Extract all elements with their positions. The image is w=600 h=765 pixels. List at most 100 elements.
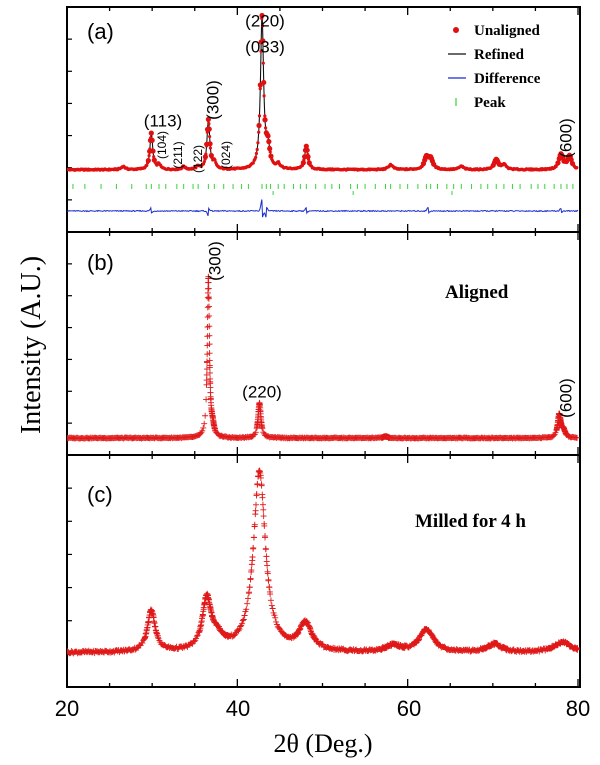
legend-refined-label: Refined xyxy=(474,47,525,63)
point-unaligned xyxy=(205,116,211,122)
point-plus xyxy=(200,424,207,431)
point-plus xyxy=(253,491,260,498)
point-plus xyxy=(295,630,302,637)
point-plus xyxy=(247,575,254,582)
point-plus xyxy=(257,474,264,481)
point-unaligned xyxy=(254,155,258,159)
point-plus xyxy=(241,612,248,619)
point-unaligned xyxy=(563,158,570,165)
point-unaligned xyxy=(256,122,262,129)
point-plus xyxy=(204,351,211,358)
point-plus xyxy=(203,377,210,384)
point-unaligned xyxy=(206,126,212,132)
peak-annotation: (211) xyxy=(171,141,185,168)
point-unaligned xyxy=(496,161,502,167)
point-plus xyxy=(259,494,266,501)
point-plus xyxy=(198,429,205,436)
point-plus xyxy=(198,619,205,626)
point-unaligned xyxy=(257,114,262,118)
point-plus xyxy=(196,627,203,634)
panel-a-label: (a) xyxy=(87,19,114,44)
series-difference xyxy=(67,199,579,218)
panel-a-plot xyxy=(67,12,579,218)
x-axis-title: 2θ (Deg.) xyxy=(273,729,372,758)
point-plus xyxy=(303,618,310,625)
point-plus xyxy=(552,429,559,436)
point-plus xyxy=(261,522,268,529)
point-plus xyxy=(239,617,246,624)
point-unaligned xyxy=(145,163,149,167)
panel-c-title: Milled for 4 h xyxy=(415,511,526,532)
point-plus xyxy=(269,605,276,612)
point-unaligned xyxy=(555,160,561,166)
point-unaligned xyxy=(559,152,565,158)
point-unaligned xyxy=(259,49,263,53)
point-plus xyxy=(268,602,275,609)
point-unaligned xyxy=(256,141,260,145)
point-plus xyxy=(206,332,213,339)
peak-annotation: (600) xyxy=(556,118,575,158)
point-plus xyxy=(207,606,214,613)
point-unaligned xyxy=(420,161,427,167)
point-plus xyxy=(297,626,304,633)
point-plus xyxy=(244,595,251,602)
point-unaligned xyxy=(306,160,312,166)
point-unaligned xyxy=(567,154,573,160)
point-unaligned xyxy=(305,154,311,160)
point-unaligned xyxy=(264,126,268,130)
point-plus xyxy=(309,631,316,638)
point-unaligned xyxy=(264,131,270,137)
point-unaligned xyxy=(208,152,214,159)
peak-annotation: (122) xyxy=(191,145,205,173)
point-unaligned xyxy=(569,160,576,167)
panel-b-plot xyxy=(67,273,580,442)
point-plus xyxy=(271,612,278,619)
point-plus xyxy=(201,420,208,427)
x-tick-label-60: 60 xyxy=(397,696,421,721)
point-plus xyxy=(262,546,269,553)
legend: Unaligned Refined Difference Peak xyxy=(448,23,541,111)
point-plus xyxy=(236,626,243,632)
point-unaligned xyxy=(149,137,155,143)
point-plus xyxy=(260,506,267,513)
legend-unaligned-label: Unaligned xyxy=(474,23,541,39)
panel-c-frame xyxy=(66,454,581,688)
point-plus xyxy=(205,279,212,286)
point-plus xyxy=(193,633,200,640)
point-plus xyxy=(267,591,274,598)
point-plus xyxy=(243,606,250,613)
point-plus xyxy=(206,323,213,330)
peak-annotation: (024) xyxy=(219,141,233,169)
point-unaligned xyxy=(268,153,274,159)
point-plus xyxy=(246,584,253,591)
point-plus xyxy=(200,604,207,611)
point-plus xyxy=(251,521,258,528)
point-unaligned xyxy=(254,151,259,156)
x-tick-label-80: 80 xyxy=(566,696,590,721)
point-unaligned xyxy=(300,160,306,166)
point-unaligned xyxy=(262,117,268,123)
point-plus xyxy=(206,350,213,357)
point-unaligned xyxy=(257,130,261,134)
point-plus xyxy=(262,534,269,541)
point-unaligned xyxy=(150,148,156,154)
peak-annotation: (220) xyxy=(242,382,282,401)
point-plus xyxy=(259,425,266,432)
point-plus xyxy=(307,625,314,632)
point-plus xyxy=(259,501,266,508)
point-plus xyxy=(264,562,271,569)
peak-annotation: (300) xyxy=(203,80,222,120)
point-plus xyxy=(255,473,262,480)
point-plus xyxy=(205,303,212,310)
point-plus xyxy=(574,434,580,441)
panel-c-plot xyxy=(67,467,580,657)
point-unaligned xyxy=(575,165,579,170)
point-plus xyxy=(267,597,274,604)
point-unaligned xyxy=(263,114,267,118)
point-plus xyxy=(266,584,273,591)
point-unaligned xyxy=(207,141,213,147)
point-plus xyxy=(253,501,259,508)
panel-b-frame xyxy=(66,231,581,456)
panel-b-annotations: (300) (220) (600) xyxy=(205,241,575,418)
